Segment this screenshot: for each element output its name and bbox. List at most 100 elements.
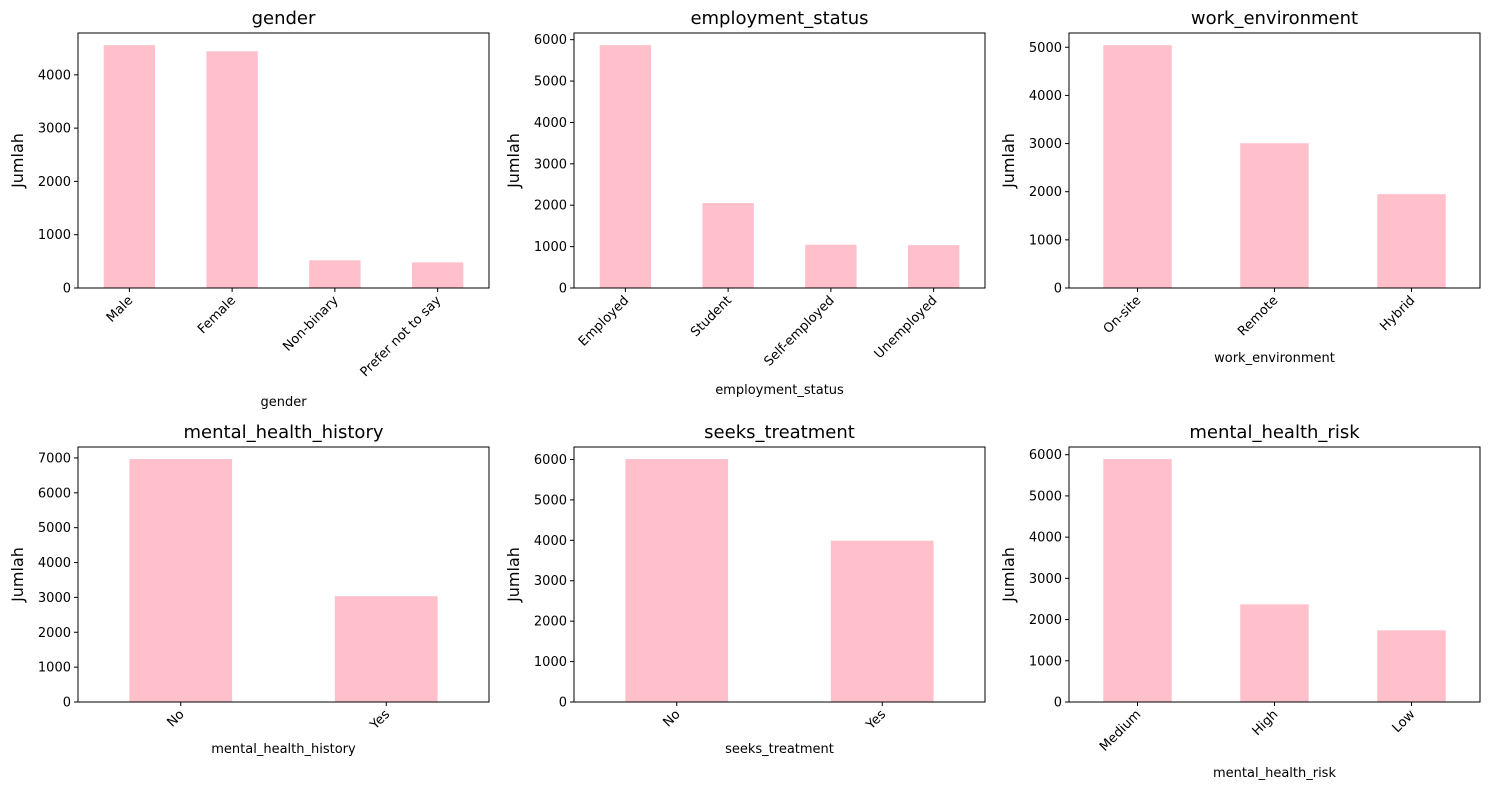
- y-tick-label: 5000: [534, 493, 567, 508]
- x-tick-label: Self-employed: [761, 293, 837, 369]
- x-axis-label: gender: [260, 395, 307, 410]
- y-axis-label: Jumlah: [999, 133, 1018, 189]
- y-tick-label: 5000: [1029, 489, 1062, 504]
- x-axis-label: mental_health_history: [211, 742, 356, 757]
- y-tick-label: 1000: [38, 228, 71, 243]
- bar-Student: [702, 203, 754, 288]
- subplot-title: work_environment: [1191, 8, 1358, 29]
- y-tick-label: 1000: [534, 240, 567, 255]
- x-tick-label: Yes: [863, 707, 889, 733]
- axes-frame: [77, 446, 490, 703]
- y-tick-label: 2000: [1029, 185, 1062, 200]
- y-tick-label: 3000: [1029, 572, 1062, 587]
- subplot-title: seeks_treatment: [704, 422, 855, 443]
- subplot-title: mental_health_risk: [1189, 422, 1360, 443]
- subplot-work_environment: 0 1000 2000 3000 4000 5000 On-site Remote Hybrid…: [999, 8, 1481, 366]
- axes-frame: [573, 446, 986, 703]
- y-tick-label: 6000: [534, 453, 567, 468]
- y-axis-label: Jumlah: [8, 133, 27, 189]
- x-tick-label: On-site: [1101, 293, 1145, 337]
- x-tick-label: Student: [688, 293, 735, 340]
- x-tick-label: Female: [195, 293, 239, 337]
- bar-Prefer not to say: [411, 262, 464, 288]
- y-tick-label: 2000: [534, 199, 567, 214]
- y-tick-label: 0: [1054, 282, 1062, 297]
- y-tick-label: 4000: [534, 534, 567, 549]
- y-tick-label: 0: [559, 282, 567, 297]
- x-tick-label: Male: [104, 293, 136, 325]
- y-tick-label: 4000: [1029, 89, 1062, 104]
- bar-Medium: [1103, 459, 1172, 702]
- subplot-title: gender: [252, 8, 316, 29]
- x-tick-label: Prefer not to say: [358, 293, 445, 380]
- y-tick-label: 5000: [534, 75, 567, 90]
- bar-Self-employed: [805, 244, 857, 288]
- bar-Employed: [599, 45, 652, 288]
- y-tick-label: 2000: [38, 626, 71, 641]
- y-tick-label: 1000: [1029, 233, 1062, 248]
- axes-frame: [77, 32, 490, 289]
- y-tick-label: 5000: [38, 521, 71, 536]
- bar-Yes: [334, 596, 438, 702]
- x-tick-label: Unemployed: [872, 293, 941, 362]
- subplot-title: employment_status: [690, 8, 868, 29]
- y-tick-label: 0: [1054, 696, 1062, 711]
- y-tick-label: 1000: [38, 661, 71, 676]
- y-axis-label: Jumlah: [504, 547, 523, 603]
- y-axis-label: Jumlah: [8, 547, 27, 603]
- bar-High: [1240, 604, 1309, 702]
- y-tick-label: 6000: [38, 486, 71, 501]
- x-tick-label: Medium: [1097, 707, 1144, 754]
- y-tick-label: 5000: [1029, 41, 1062, 56]
- y-tick-label: 3000: [534, 574, 567, 589]
- y-tick-label: 0: [559, 696, 567, 711]
- x-tick-label: No: [164, 707, 187, 730]
- x-axis-label: employment_status: [715, 383, 844, 398]
- y-tick-label: 2000: [534, 615, 567, 630]
- y-tick-label: 6000: [534, 33, 567, 48]
- y-tick-label: 2000: [1029, 613, 1062, 628]
- bar-No: [625, 459, 729, 702]
- y-tick-label: 3000: [38, 591, 71, 606]
- y-axis-label: Jumlah: [504, 133, 523, 189]
- y-tick-label: 3000: [1029, 137, 1062, 152]
- x-tick-label: Yes: [367, 707, 393, 733]
- y-tick-label: 0: [63, 282, 71, 297]
- axes-frame: [573, 32, 986, 289]
- x-axis-label: seeks_treatment: [725, 742, 834, 757]
- y-tick-label: 6000: [1029, 448, 1062, 463]
- subplot-title: mental_health_history: [184, 422, 384, 443]
- x-tick-label: Hybrid: [1377, 293, 1418, 334]
- bar-No: [129, 459, 233, 702]
- x-axis-label: work_environment: [1214, 351, 1335, 366]
- x-tick-label: Employed: [576, 293, 632, 349]
- bar-Yes: [830, 540, 934, 702]
- x-tick-label: No: [660, 707, 683, 730]
- y-tick-label: 4000: [38, 68, 71, 83]
- y-tick-label: 4000: [534, 116, 567, 131]
- bar-Low: [1377, 630, 1446, 702]
- bar-Hybrid: [1377, 194, 1446, 288]
- y-tick-label: 1000: [534, 655, 567, 670]
- subplot-mental_health_risk: 0 1000 2000 3000 4000 5000 6000 Medium High Low me…: [999, 422, 1481, 781]
- bar-Male: [103, 45, 156, 289]
- subplot-employment_status: 0 1000 2000 3000 4000 5000 6000 Employed Student…: [504, 8, 986, 398]
- y-tick-label: 3000: [38, 122, 71, 137]
- y-tick-label: 2000: [38, 175, 71, 190]
- x-tick-label: Low: [1390, 707, 1419, 736]
- bar-Unemployed: [907, 245, 960, 288]
- x-axis-label: mental_health_risk: [1213, 766, 1336, 781]
- y-tick-label: 0: [63, 696, 71, 711]
- x-tick-label: High: [1250, 707, 1282, 739]
- x-tick-label: Non-binary: [280, 293, 342, 355]
- subplot-seeks_treatment: 0 1000 2000 3000 4000 5000 6000 No Yes seeks_trea…: [504, 422, 986, 757]
- subplot-gender: 0 1000 2000 3000 4000 Male Female Non-binary Pre…: [8, 8, 490, 410]
- y-tick-label: 4000: [1029, 531, 1062, 546]
- bar-Remote: [1240, 143, 1309, 288]
- y-tick-label: 4000: [38, 556, 71, 571]
- bar-Female: [206, 51, 258, 288]
- y-tick-label: 3000: [534, 157, 567, 172]
- x-tick-label: Remote: [1235, 293, 1281, 339]
- y-axis-label: Jumlah: [999, 547, 1018, 603]
